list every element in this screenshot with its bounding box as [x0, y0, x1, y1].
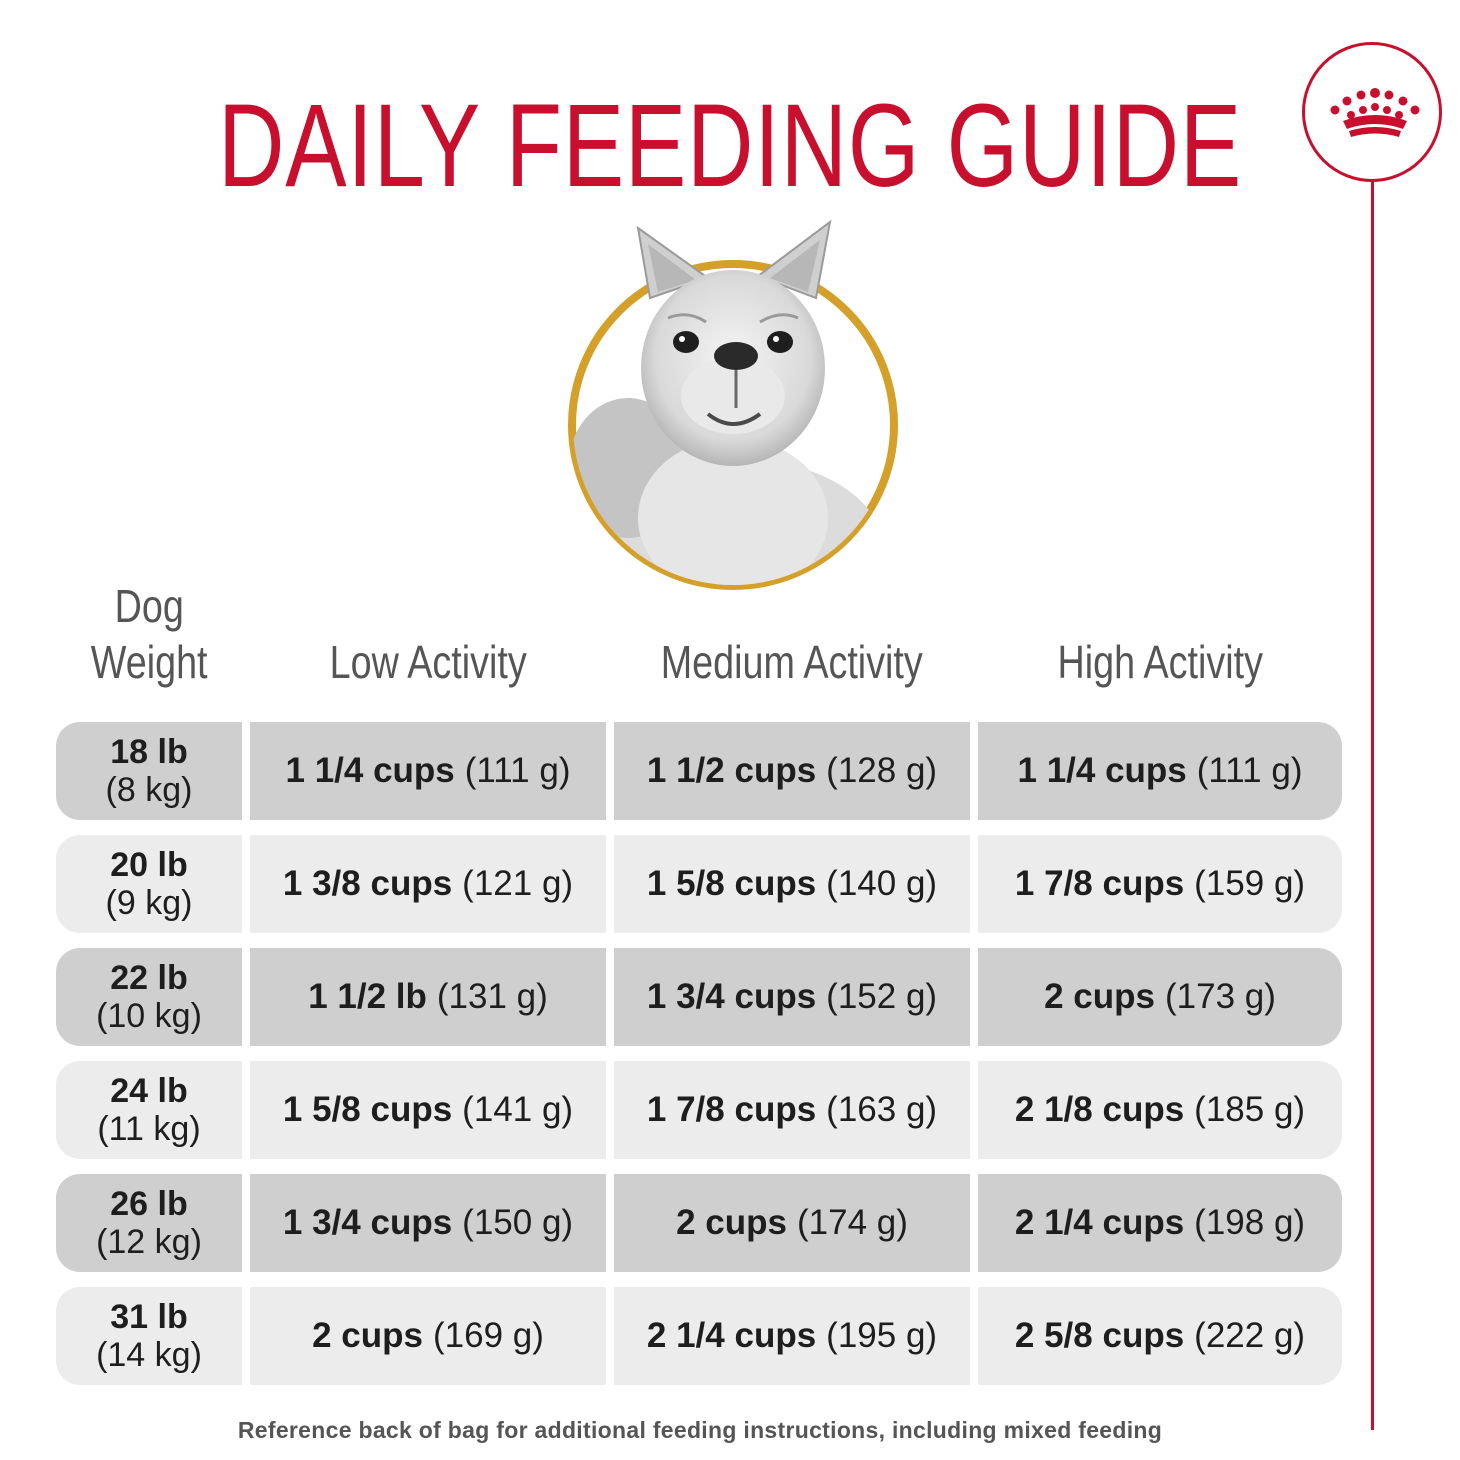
low-activity-cell: 1 3/4 cups (150 g)	[282, 1203, 574, 1242]
table-row: 18 lb (8 kg) 1 1/4 cups (111 g) 1 1/2 cup…	[56, 722, 1342, 820]
dog-portrait	[568, 218, 898, 590]
medium-activity-cell: 1 7/8 cups (163 g)	[646, 1090, 938, 1129]
brand-logo	[1302, 42, 1442, 182]
medium-activity-cell: 1 3/4 cups (152 g)	[646, 977, 938, 1016]
french-bulldog-icon	[568, 219, 898, 590]
page-title: DAILY FEEDING GUIDE	[217, 80, 1243, 212]
header-weight-line1: Dog	[114, 580, 184, 632]
medium-activity-cell: 2 cups (174 g)	[676, 1203, 908, 1242]
table-row: 20 lb (9 kg) 1 3/8 cups (121 g) 1 5/8 cup…	[56, 835, 1342, 933]
header-medium-activity: Medium Activity	[660, 636, 924, 688]
high-activity-cell: 2 1/4 cups (198 g)	[1014, 1203, 1306, 1242]
weight-lb: 18 lb	[110, 733, 188, 771]
weight-kg: (12 kg)	[96, 1223, 202, 1261]
weight-cell: 22 lb (10 kg)	[56, 948, 242, 1046]
weight-lb: 31 lb	[110, 1298, 188, 1336]
weight-lb: 20 lb	[110, 846, 188, 884]
weight-kg: (14 kg)	[96, 1336, 202, 1374]
weight-cell: 20 lb (9 kg)	[56, 835, 242, 933]
low-activity-cell: 1 5/8 cups (141 g)	[282, 1090, 574, 1129]
weight-lb: 26 lb	[110, 1185, 188, 1223]
crown-icon	[1330, 88, 1420, 137]
weight-kg: (10 kg)	[96, 997, 202, 1035]
weight-cell: 26 lb (12 kg)	[56, 1174, 242, 1272]
table-header-row: Dog Weight Low Activity Medium Activity …	[0, 578, 1460, 698]
weight-lb: 22 lb	[110, 959, 188, 997]
weight-kg: (11 kg)	[97, 1110, 201, 1148]
weight-cell: 18 lb (8 kg)	[56, 722, 242, 820]
high-activity-cell: 2 1/8 cups (185 g)	[1014, 1090, 1306, 1129]
medium-activity-cell: 1 1/2 cups (128 g)	[646, 751, 938, 790]
low-activity-cell: 1 1/2 lb (131 g)	[308, 977, 548, 1016]
weight-lb: 24 lb	[110, 1072, 188, 1110]
high-activity-cell: 2 cups (173 g)	[1044, 977, 1276, 1016]
high-activity-cell: 1 7/8 cups (159 g)	[1014, 864, 1306, 903]
high-activity-cell: 1 1/4 cups (111 g)	[1017, 751, 1303, 790]
header-high-activity: High Activity	[1057, 636, 1263, 688]
medium-activity-cell: 1 5/8 cups (140 g)	[646, 864, 938, 903]
weight-kg: (9 kg)	[105, 884, 193, 922]
table-row: 26 lb (12 kg) 1 3/4 cups (150 g) 2 cups (1…	[56, 1174, 1342, 1272]
low-activity-cell: 2 cups (169 g)	[312, 1316, 544, 1355]
table-row: 24 lb (11 kg) 1 5/8 cups (141 g) 1 7/8 cu…	[56, 1061, 1342, 1159]
weight-cell: 24 lb (11 kg)	[56, 1061, 242, 1159]
header-dog-weight: Dog Weight	[56, 578, 242, 690]
low-activity-cell: 1 3/8 cups (121 g)	[282, 864, 574, 903]
high-activity-cell: 2 5/8 cups (222 g)	[1014, 1316, 1306, 1355]
header-low-activity: Low Activity	[329, 636, 527, 688]
medium-activity-cell: 2 1/4 cups (195 g)	[646, 1316, 938, 1355]
weight-kg: (8 kg)	[105, 771, 193, 809]
table-row: 22 lb (10 kg) 1 1/2 lb (131 g) 1 3/4 cups…	[56, 948, 1342, 1046]
weight-cell: 31 lb (14 kg)	[56, 1287, 242, 1385]
header-weight-line2: Weight	[90, 636, 208, 688]
table-row: 31 lb (14 kg) 2 cups (169 g) 2 1/4 cups (1…	[56, 1287, 1342, 1385]
footnote: Reference back of bag for additional fee…	[237, 1417, 1163, 1443]
brand-divider-line	[1371, 180, 1374, 1430]
low-activity-cell: 1 1/4 cups (111 g)	[285, 751, 571, 790]
